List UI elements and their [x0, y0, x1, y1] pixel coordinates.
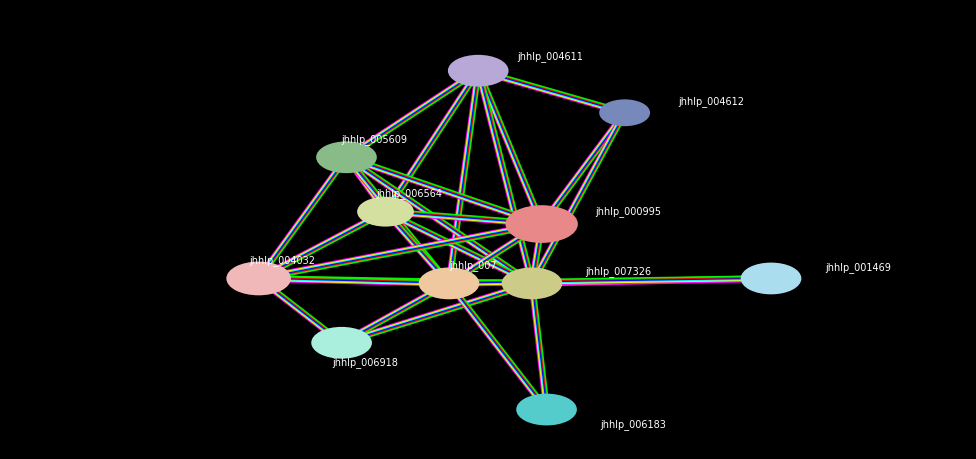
- Text: jhhlp_000995: jhhlp_000995: [595, 205, 662, 216]
- Text: jhhlp_005609: jhhlp_005609: [342, 134, 408, 145]
- Text: jhhlp_006564: jhhlp_006564: [376, 188, 442, 199]
- Circle shape: [358, 198, 413, 226]
- Circle shape: [317, 143, 376, 173]
- Text: jhhlp_006918: jhhlp_006918: [332, 356, 397, 367]
- Circle shape: [420, 269, 478, 299]
- Circle shape: [449, 57, 508, 86]
- Text: jhhlp_004611: jhhlp_004611: [517, 51, 583, 62]
- Text: jhhlp_007: jhhlp_007: [449, 260, 497, 270]
- Circle shape: [600, 101, 649, 126]
- Text: jhhlp_004612: jhhlp_004612: [678, 96, 745, 106]
- Circle shape: [742, 264, 800, 294]
- Text: jhhlp_006183: jhhlp_006183: [600, 418, 666, 429]
- Circle shape: [507, 207, 577, 242]
- Text: jhhlp_004032: jhhlp_004032: [249, 255, 315, 266]
- Text: jhhlp_007326: jhhlp_007326: [586, 266, 652, 277]
- Circle shape: [312, 328, 371, 358]
- Circle shape: [227, 263, 290, 295]
- Circle shape: [517, 395, 576, 425]
- Circle shape: [503, 269, 561, 299]
- Text: jhhlp_001469: jhhlp_001469: [825, 261, 890, 272]
